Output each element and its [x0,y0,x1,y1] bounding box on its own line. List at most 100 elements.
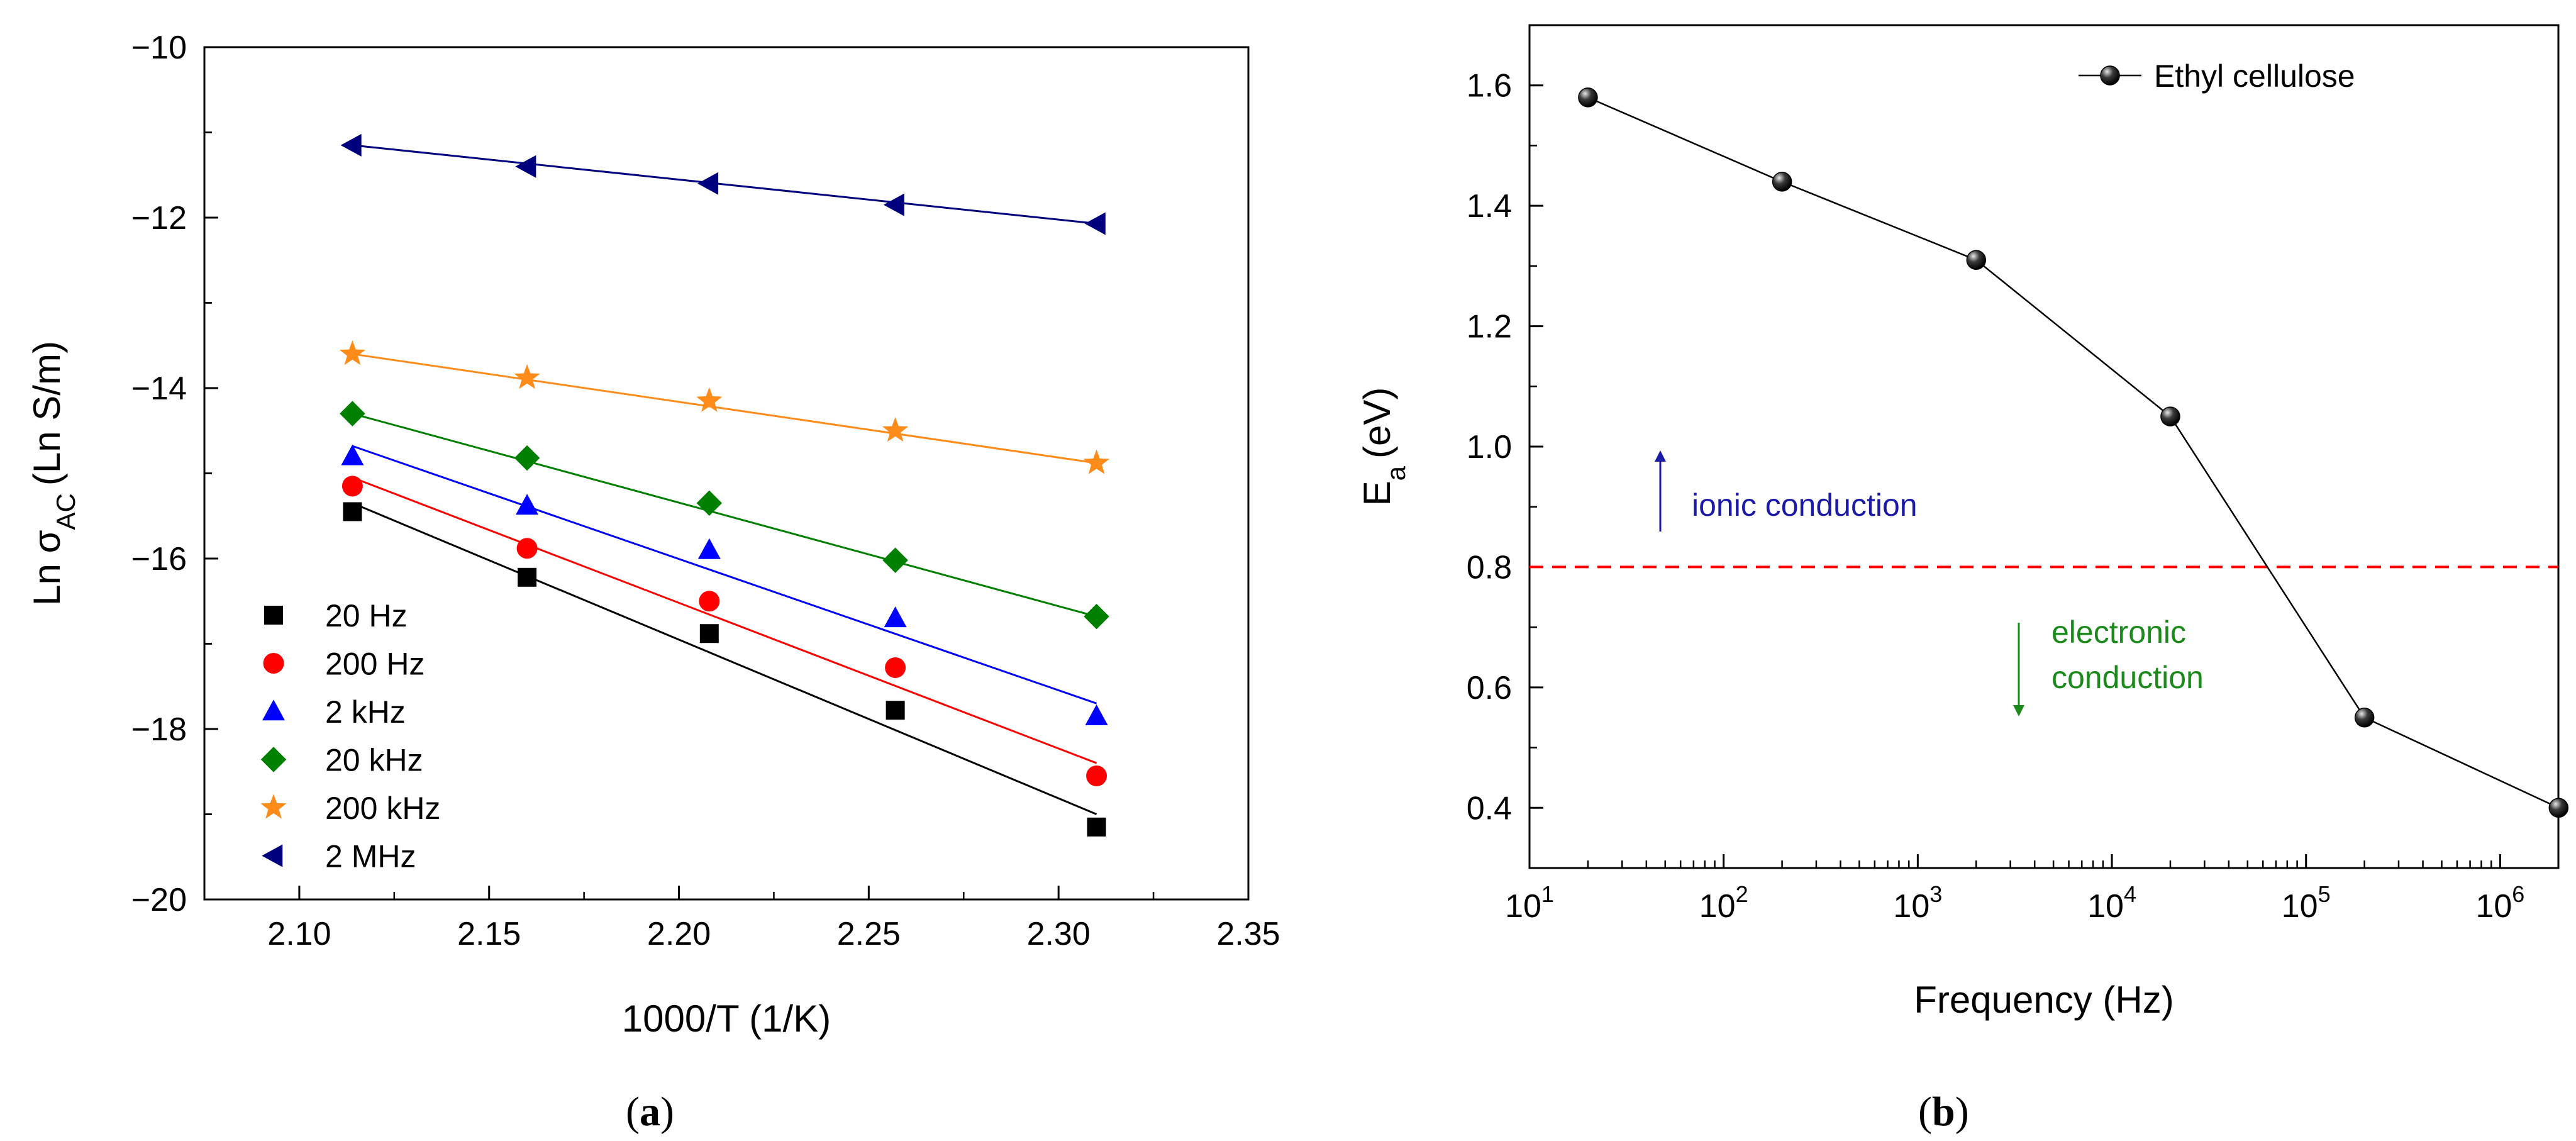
legend-marker-a [260,747,287,772]
panel-b-chart: 101 102 103 104 105 1060.40.60.81.01.21.41.6F… [1356,24,2569,1021]
x-tick-base-b: 10 [1699,888,1736,925]
data-point-a [884,606,907,628]
panel-a-letter: a [639,1089,660,1135]
legend-label-a: 200 Hz [325,647,425,682]
data-point-a [516,538,538,559]
data-point-a [1083,449,1110,474]
data-point-b [2548,798,2569,818]
data-point-a [514,364,540,389]
y-tick-label-b: 0.6 [1467,670,1512,706]
data-point-a [697,172,719,195]
x-tick-exp-b: 3 [1929,881,1942,907]
y-tick-label-b: 1.0 [1467,429,1512,465]
data-point-a [1084,603,1109,630]
annotation-electronic-2: conduction [2051,660,2204,695]
y-tick-label-a: −14 [131,370,187,407]
x-tick-label-b: 106 [2475,881,2524,925]
legend-marker-a [262,699,285,721]
data-point-a [1085,704,1108,725]
x-tick-label-a: 2.20 [647,916,711,952]
y-tick-label-b: 1.4 [1467,188,1512,225]
data-point-a [518,567,537,587]
x-tick-label-b: 103 [1893,881,1942,925]
x-tick-label-a: 2.35 [1216,916,1280,952]
data-point-a [341,444,364,465]
plot-frame-b [1528,24,2560,869]
data-point-a [340,133,362,157]
y-axis-label-b: Ea (eV) [1356,387,1411,506]
panel-a-chart: 2.10 2.15 2.20 2.25 2.30 2.35 −10 −12 −14 −16 −18 −… [26,30,1280,1040]
x-tick-label-b: 101 [1505,881,1554,925]
fit-line-5 [352,144,1097,225]
fit-line-2 [352,445,1097,704]
data-point-a [696,490,723,516]
x-tick-exp-b: 6 [2512,881,2524,907]
x-tick-label-b: 102 [1699,881,1748,925]
y-axis-label-sub-b: a [1381,465,1411,481]
panel-b-letter: b [1931,1089,1955,1135]
x-tick-base-b: 10 [2282,888,2318,925]
legend-marker-a [264,606,283,625]
legend-marker-b [2100,65,2120,86]
data-point-a [882,547,908,573]
series-line-b [1587,96,2559,809]
y-tick-label-b: 1.2 [1467,309,1512,345]
data-point-a [699,624,719,643]
data-point-a [339,340,366,365]
fit-line-4 [352,353,1097,464]
data-point-a [516,494,539,515]
x-tick-base-b: 10 [2475,888,2512,925]
y-axis-label-a: Ln σAC (Ln S/m) [26,341,80,606]
legend-label-b: Ethyl cellulose [2154,58,2355,94]
y-tick-label-a: −18 [131,711,187,748]
x-tick-label-b: 105 [2282,881,2331,925]
x-tick-label-a: 2.30 [1027,916,1091,952]
y-tick-label-b: 0.8 [1467,549,1512,586]
y-tick-label-a: −12 [131,200,187,237]
data-point-b [1578,87,1598,108]
x-tick-exp-b: 4 [2124,881,2136,907]
data-point-a [886,701,905,720]
data-point-a [343,502,362,521]
x-axis-label-b: Frequency (Hz) [1914,979,2174,1021]
y-axis-label-unit-b: (eV) [1356,387,1398,459]
x-tick-exp-b: 1 [1541,881,1554,907]
x-tick-exp-b: 2 [1736,881,1748,907]
data-point-b [2354,707,2375,728]
panel-b-label: (b) [1918,1089,1969,1135]
x-tick-exp-b: 5 [2318,881,2331,907]
legend-label-a: 20 Hz [325,598,408,633]
x-tick-base-b: 10 [1505,888,1541,925]
legend-marker-a [263,653,284,674]
data-point-a [883,193,904,216]
legend-label-a: 20 kHz [325,743,423,778]
data-point-a [515,155,536,178]
x-tick-label-b: 104 [2087,881,2136,925]
fit-line-0 [352,502,1097,815]
data-point-a [696,387,723,412]
data-point-a [341,476,363,497]
y-tick-label-b: 1.6 [1467,68,1512,104]
data-point-a [1086,765,1108,787]
data-point-b [1772,172,1792,192]
legend-label-a: 2 kHz [325,694,406,730]
x-axis-label-a: 1000/T (1/K) [622,998,831,1040]
data-point-a [514,445,540,471]
data-point-a [882,417,909,442]
x-tick-label-a: 2.10 [267,916,331,952]
fit-line-3 [352,413,1097,618]
data-point-a [697,538,721,559]
data-point-b [1966,250,1987,270]
panel-a-label: (a) [626,1089,674,1135]
x-tick-label-a: 2.15 [457,916,521,952]
y-tick-label-b: 0.4 [1467,790,1512,827]
legend-label-a: 200 kHz [325,791,440,826]
data-point-a [885,657,906,678]
fit-line-1 [352,476,1097,764]
data-point-a [699,591,720,612]
x-tick-base-b: 10 [2087,888,2124,925]
y-axis-label-main-b: E [1356,481,1398,506]
data-point-a [340,401,365,426]
y-axis-label-main-a: Ln σ [26,530,68,605]
